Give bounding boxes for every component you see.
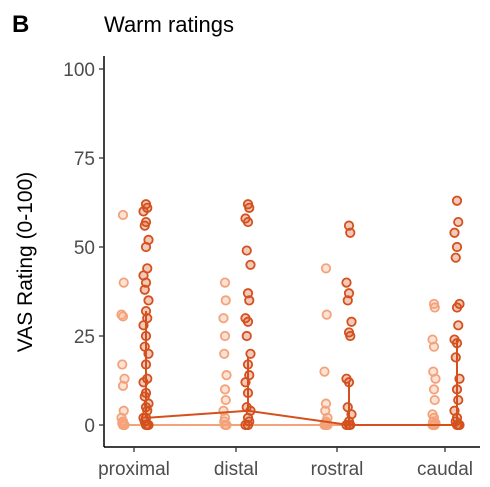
data-point bbox=[117, 311, 129, 322]
data-point bbox=[320, 398, 332, 409]
median-line bbox=[145, 409, 457, 426]
data-point bbox=[138, 377, 149, 388]
chart-title: Warm ratings bbox=[104, 12, 234, 37]
data-point bbox=[242, 419, 254, 431]
data-point bbox=[451, 195, 463, 206]
plot-area: 0 25 50 75 100 proximal distal rostral caudal bbox=[63, 60, 473, 480]
data-point bbox=[118, 277, 129, 288]
data-point bbox=[451, 338, 463, 349]
data-point bbox=[219, 348, 230, 359]
data-point bbox=[321, 309, 332, 320]
y-axis-title: VAS Rating (0-100) bbox=[14, 172, 37, 353]
data-point bbox=[430, 373, 441, 384]
data-point bbox=[139, 220, 150, 231]
data-point bbox=[454, 373, 465, 384]
data-point bbox=[242, 387, 254, 399]
data-point bbox=[450, 352, 461, 363]
data-point bbox=[240, 377, 251, 388]
data-point bbox=[140, 330, 152, 342]
y-tick-label: 100 bbox=[63, 60, 95, 81]
data-point bbox=[138, 320, 149, 331]
data-point bbox=[453, 394, 464, 406]
data-point bbox=[142, 419, 153, 431]
data-point bbox=[140, 359, 152, 370]
data-point bbox=[242, 316, 254, 327]
data-point bbox=[218, 313, 229, 324]
data-point bbox=[221, 370, 232, 381]
x-tick-label: caudal bbox=[417, 459, 473, 480]
data-point bbox=[428, 384, 440, 395]
panel-label: B bbox=[12, 11, 29, 38]
data-point bbox=[139, 284, 150, 295]
data-point bbox=[143, 295, 154, 306]
data-point bbox=[242, 216, 254, 228]
data-point bbox=[244, 202, 255, 213]
data-point bbox=[341, 277, 352, 288]
data-point bbox=[429, 302, 440, 313]
y-tick-label: 25 bbox=[74, 327, 95, 348]
y-tick-label: 75 bbox=[74, 149, 95, 170]
data-point bbox=[451, 241, 463, 253]
data-point bbox=[319, 366, 330, 377]
data-point bbox=[450, 252, 461, 263]
data-point bbox=[345, 330, 356, 342]
data-point bbox=[117, 380, 129, 391]
data-point bbox=[244, 295, 255, 306]
data-point bbox=[245, 259, 256, 270]
data-point bbox=[451, 384, 463, 395]
data-point bbox=[140, 241, 152, 253]
data-point bbox=[138, 206, 149, 217]
data-point bbox=[453, 320, 464, 331]
data-point bbox=[117, 359, 128, 370]
data-point bbox=[343, 419, 355, 431]
data-point bbox=[242, 359, 254, 370]
data-point bbox=[219, 277, 231, 288]
data-point bbox=[346, 316, 357, 327]
data-point bbox=[429, 394, 440, 406]
x-tick-label: rostral bbox=[311, 459, 364, 480]
data-point bbox=[241, 330, 252, 342]
data-point bbox=[449, 227, 460, 238]
data-point bbox=[241, 245, 252, 256]
data-point bbox=[451, 302, 463, 313]
data-point bbox=[220, 295, 231, 306]
data-point bbox=[428, 341, 440, 352]
x-tick-label: proximal bbox=[98, 459, 170, 480]
data-point bbox=[453, 216, 464, 228]
data-point bbox=[220, 419, 231, 431]
x-tick-label: distal bbox=[214, 459, 258, 480]
y-tick-label: 0 bbox=[84, 416, 95, 437]
data-point bbox=[118, 419, 129, 431]
data-point bbox=[343, 377, 355, 388]
data-point bbox=[453, 419, 464, 431]
data-point bbox=[143, 348, 154, 359]
data-point bbox=[245, 348, 256, 359]
data-point bbox=[342, 295, 353, 306]
data-point bbox=[320, 263, 332, 274]
data-point bbox=[117, 209, 129, 221]
data-point bbox=[345, 227, 356, 238]
y-tick-label: 50 bbox=[74, 238, 95, 259]
data-point bbox=[220, 394, 231, 406]
data-point bbox=[219, 384, 231, 395]
data-point bbox=[219, 330, 231, 342]
